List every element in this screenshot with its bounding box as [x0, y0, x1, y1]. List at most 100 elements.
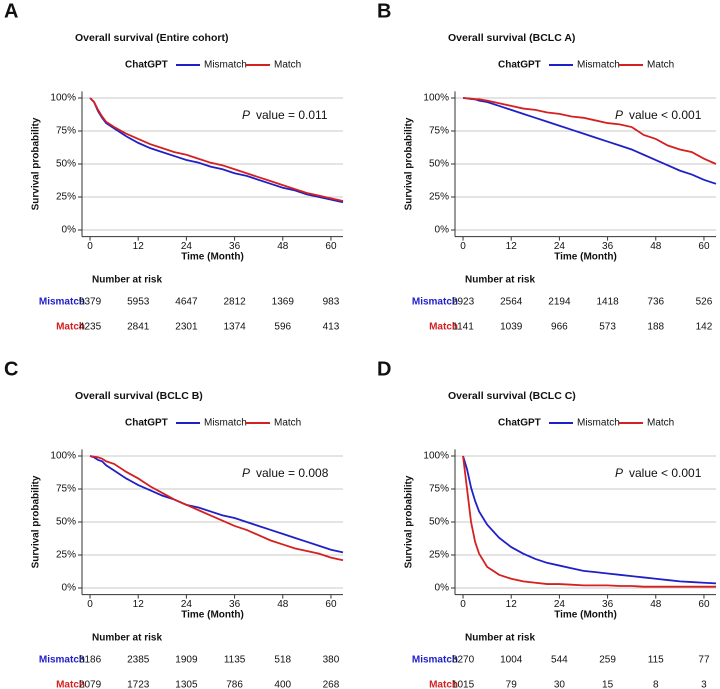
y-tick-label: 0%: [435, 583, 450, 594]
x-tick-label: 36: [229, 599, 241, 610]
p-value: value = 0.011: [256, 108, 328, 122]
risk-count: 573: [599, 322, 616, 333]
risk-count: 30: [554, 680, 566, 689]
y-tick-label: 0%: [435, 225, 450, 236]
x-axis-label: Time (Month): [181, 252, 244, 263]
legend-title: ChatGPT: [498, 418, 541, 429]
risk-count: 1374: [223, 322, 246, 333]
risk-count: 3270: [452, 655, 475, 666]
risk-count: 4235: [79, 322, 102, 333]
legend-label: Mismatch: [204, 418, 247, 429]
panel-label: B: [377, 0, 391, 22]
risk-row-label: Mismatch: [412, 297, 458, 308]
y-axis-label: Survival probability: [404, 117, 415, 210]
y-tick-label: 25%: [429, 192, 449, 203]
panel-label: D: [377, 358, 391, 380]
risk-count: 1015: [452, 680, 475, 689]
survival-curve: [89, 455, 344, 562]
x-tick-label: 12: [133, 241, 145, 252]
y-tick-label: 50%: [429, 517, 449, 528]
survival-curve: [462, 97, 717, 165]
risk-row-label: Match: [429, 322, 458, 333]
risk-count: 4647: [175, 297, 198, 308]
risk-count: 526: [696, 297, 713, 308]
risk-count: 1723: [127, 680, 150, 689]
risk-count: 77: [698, 655, 710, 666]
x-tick-label: 24: [554, 599, 566, 610]
y-tick-label: 100%: [50, 93, 76, 104]
risk-count: 596: [274, 322, 291, 333]
risk-count: 1004: [500, 655, 523, 666]
risk-count: 400: [274, 680, 291, 689]
y-tick-label: 100%: [423, 451, 449, 462]
risk-row-label: Match: [429, 680, 458, 689]
risk-count: 2841: [127, 322, 150, 333]
risk-title: Number at risk: [465, 633, 535, 644]
risk-count: 5953: [127, 297, 150, 308]
risk-count: 786: [226, 680, 243, 689]
risk-count: 736: [647, 297, 664, 308]
risk-count: 188: [647, 322, 664, 333]
risk-count: 8: [653, 680, 659, 689]
x-tick-label: 48: [650, 241, 662, 252]
risk-row-label: Mismatch: [39, 297, 85, 308]
legend-label: Match: [647, 60, 674, 71]
survival-curve: [462, 455, 716, 588]
risk-count: 2194: [548, 297, 571, 308]
legend-title: ChatGPT: [498, 60, 541, 71]
p-symbol: P: [242, 466, 250, 480]
survival-curve: [462, 97, 717, 185]
y-tick-label: 50%: [56, 159, 76, 170]
x-tick-label: 24: [554, 241, 566, 252]
legend-title: ChatGPT: [125, 60, 168, 71]
risk-count: 1369: [272, 297, 295, 308]
risk-count: 1135: [224, 655, 246, 666]
risk-row-label: Mismatch: [39, 655, 85, 666]
risk-count: 518: [274, 655, 291, 666]
y-tick-label: 25%: [56, 192, 76, 203]
risk-count: 1039: [500, 322, 523, 333]
x-tick-label: 36: [602, 599, 614, 610]
x-tick-label: 48: [277, 599, 289, 610]
x-tick-label: 24: [181, 599, 193, 610]
risk-count: 2385: [127, 655, 150, 666]
risk-count: 966: [551, 322, 568, 333]
y-tick-label: 50%: [429, 159, 449, 170]
x-tick-label: 0: [87, 241, 93, 252]
x-tick-label: 0: [460, 241, 466, 252]
y-tick-label: 50%: [56, 517, 76, 528]
risk-title: Number at risk: [92, 275, 162, 286]
risk-count: 115: [648, 655, 664, 666]
x-tick-label: 0: [460, 599, 466, 610]
risk-count: 1305: [175, 680, 198, 689]
legend-label: Mismatch: [577, 418, 620, 429]
x-tick-label: 60: [325, 599, 337, 610]
x-tick-label: 36: [229, 241, 241, 252]
y-tick-label: 0%: [62, 583, 77, 594]
risk-count: 259: [599, 655, 616, 666]
y-tick-label: 75%: [429, 126, 449, 137]
risk-count: 9379: [79, 297, 102, 308]
risk-count: 2301: [175, 322, 198, 333]
p-symbol: P: [615, 108, 623, 122]
x-tick-label: 60: [325, 241, 337, 252]
survival-curve: [89, 455, 344, 554]
y-tick-label: 0%: [62, 225, 77, 236]
risk-row-label: Match: [56, 680, 85, 689]
risk-count: 142: [696, 322, 713, 333]
legend-label: Mismatch: [577, 60, 620, 71]
x-tick-label: 48: [277, 241, 289, 252]
risk-count: 3: [701, 680, 707, 689]
risk-title: Number at risk: [92, 633, 162, 644]
y-axis-label: Survival probability: [404, 475, 415, 568]
y-tick-label: 75%: [429, 484, 449, 495]
p-value: value = 0.008: [256, 466, 329, 480]
x-tick-label: 60: [698, 599, 710, 610]
risk-count: 3186: [79, 655, 102, 666]
risk-count: 544: [551, 655, 568, 666]
risk-count: 413: [323, 322, 340, 333]
legend-label: Match: [274, 418, 301, 429]
risk-count: 15: [602, 680, 614, 689]
x-tick-label: 60: [698, 241, 710, 252]
